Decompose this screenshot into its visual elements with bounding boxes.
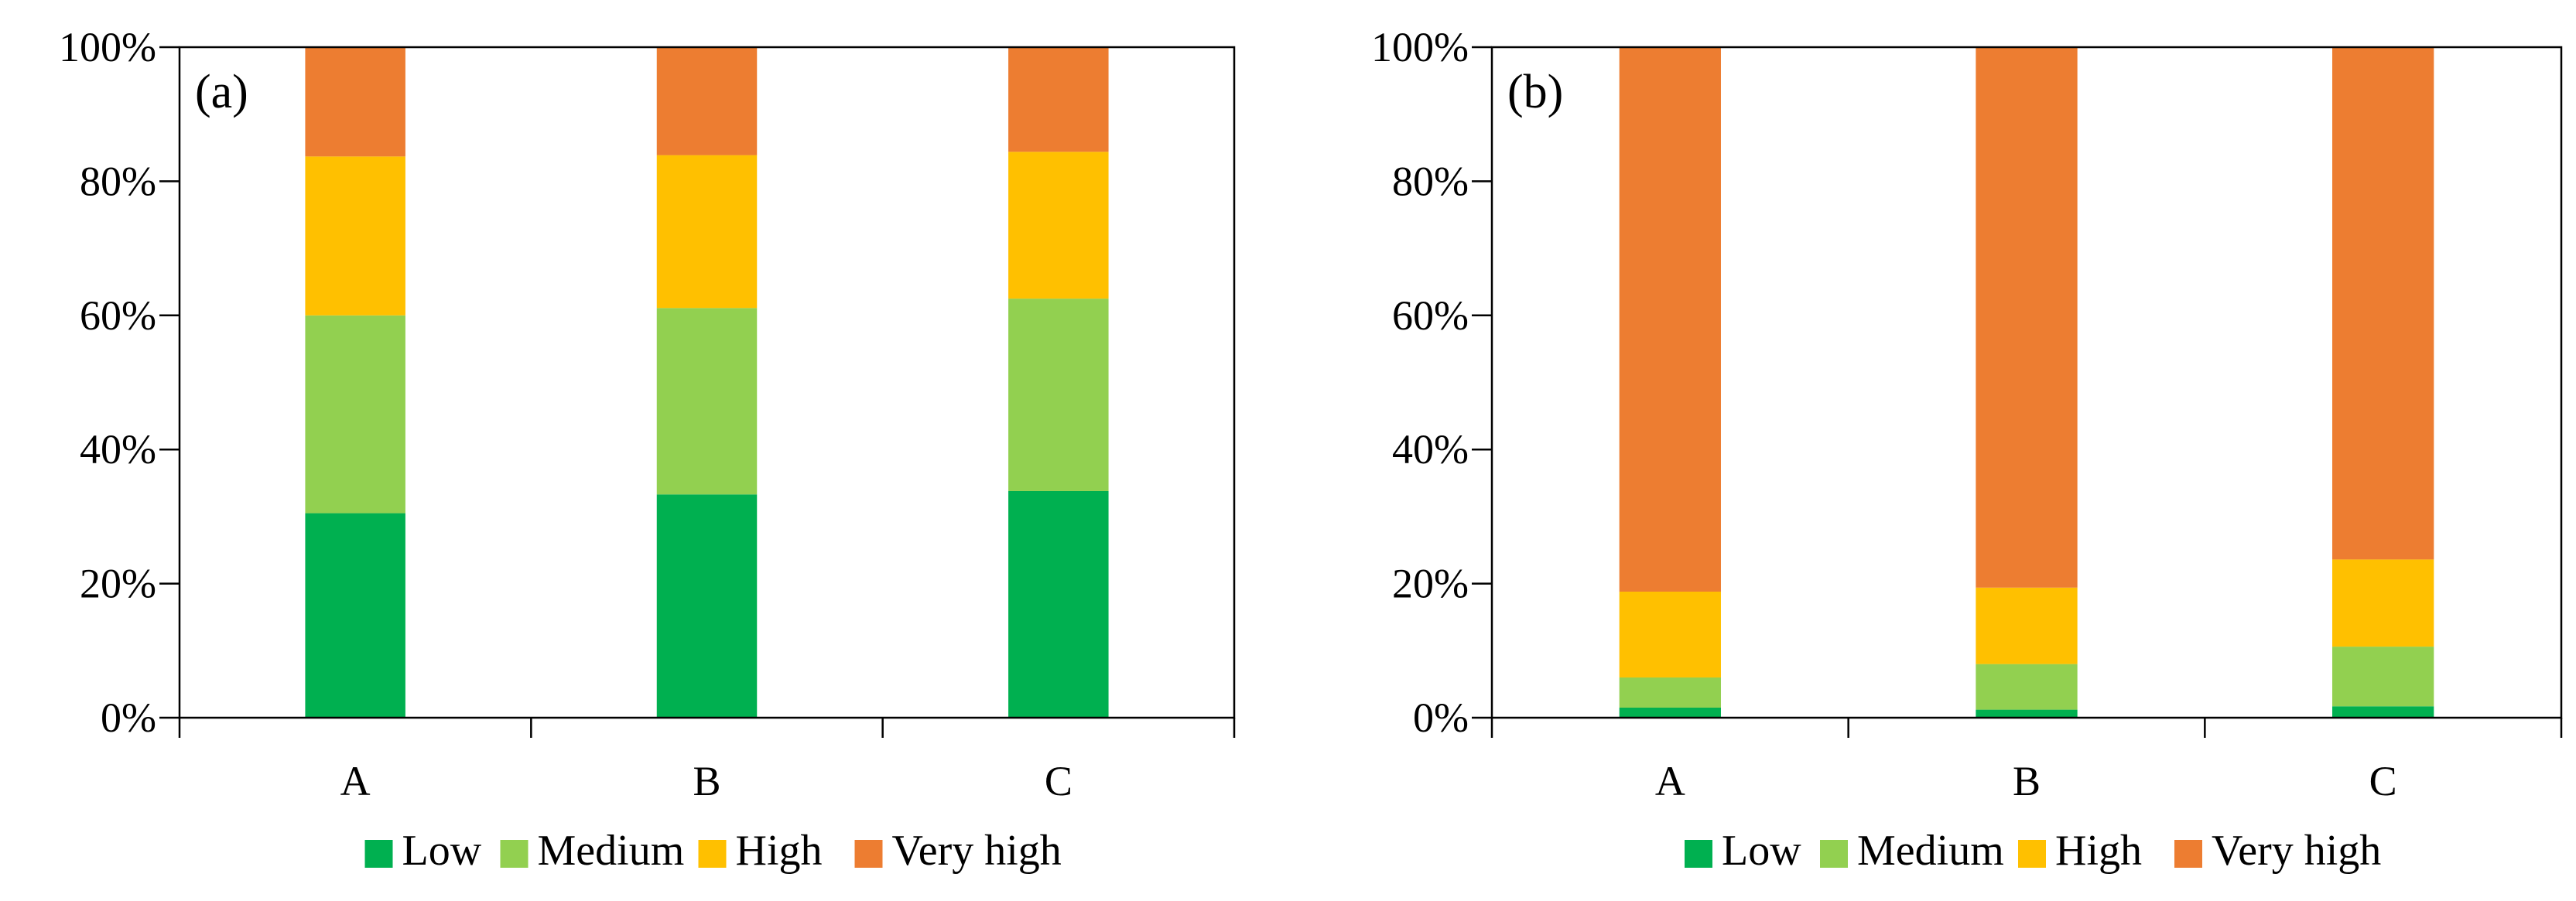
bar-b-medium (1976, 664, 2078, 710)
y-tick-label: 80% (80, 158, 156, 204)
bar-a-low (1619, 708, 1721, 718)
legend: Low Medium High Very high (364, 827, 1062, 875)
legend-swatch-medium (1820, 840, 1848, 868)
y-tick-label: 0% (1413, 695, 1469, 741)
y-tick-label: 60% (80, 292, 156, 339)
legend-swatch-very-high (2174, 840, 2202, 868)
legend-item-low: Low (364, 827, 482, 875)
bar-c-low (1008, 490, 1109, 718)
bar-c-medium (2332, 647, 2434, 707)
legend-label-very-high: Very high (892, 827, 1062, 875)
bar-c-high (2332, 559, 2434, 647)
x-tick-label-c: C (1045, 758, 1072, 804)
bar-b-high (656, 155, 758, 309)
y-tick-label: 0% (101, 695, 156, 741)
panel-label: (b) (1507, 66, 1563, 118)
plot-frame (1490, 46, 2563, 719)
x-tick-label-a: A (340, 758, 371, 804)
legend-label-medium: Medium (1857, 827, 2004, 875)
bar-b-high (1976, 587, 2078, 664)
y-tick-label: 100% (59, 24, 156, 70)
bar-b-low (1976, 709, 2078, 718)
bar-b-very-high (656, 47, 758, 155)
legend-swatch-high (698, 840, 727, 868)
y-tick-label: 40% (1392, 426, 1469, 473)
bar-a-high (305, 156, 405, 316)
bar-b-medium (656, 308, 758, 495)
legend-item-low: Low (1685, 827, 1801, 875)
plot-frame (178, 46, 1236, 719)
legend-swatch-high (2018, 840, 2046, 868)
legend-item-medium: Medium (1820, 827, 2004, 875)
x-tick-label-c: C (2369, 758, 2397, 804)
bar-c-medium (1008, 299, 1109, 491)
y-tick-label: 20% (1392, 561, 1469, 607)
legend-label-low: Low (1722, 827, 1801, 875)
legend-swatch-low (1685, 840, 1712, 868)
legend-label-high: High (2055, 827, 2142, 875)
legend-swatch-medium (500, 840, 529, 868)
bar-b-very-high (1976, 47, 2078, 588)
bar-b-low (656, 494, 758, 718)
chart-panel-a: 0% 20% 40% 60% 80% 100% A B C (a) Low Medium High Ver… (59, 24, 1236, 875)
bar-c-very-high (2332, 47, 2434, 560)
bar-a-very-high (1619, 47, 1721, 592)
legend-item-medium: Medium (500, 827, 685, 875)
bar-a-low (305, 513, 405, 718)
bar-a-medium (1619, 677, 1721, 708)
legend-label-low: Low (402, 827, 482, 875)
legend-label-medium: Medium (538, 827, 685, 875)
legend-item-very-high: Very high (2174, 827, 2381, 875)
legend-swatch-low (364, 840, 393, 868)
x-tick-label-b: B (2013, 758, 2041, 804)
legend-item-very-high: Very high (854, 827, 1062, 875)
legend-item-high: High (698, 827, 823, 875)
bar-a-very-high (305, 47, 405, 157)
legend-item-high: High (2018, 827, 2142, 875)
y-tick-label: 80% (1392, 158, 1469, 204)
legend-swatch-very-high (854, 840, 883, 868)
bar-c-very-high (1008, 47, 1109, 152)
y-tick-label: 60% (1392, 292, 1469, 339)
y-tick-label: 40% (80, 426, 156, 473)
y-tick-label: 100% (1371, 24, 1469, 70)
chart-panel-b: 0% 20% 40% 60% 80% 100% A B C (b) Low Medium High Ver… (1371, 24, 2563, 875)
x-tick-label-b: B (693, 758, 720, 804)
x-tick-label-a: A (1655, 758, 1685, 804)
legend-label-high: High (736, 827, 823, 875)
bar-c-low (2332, 706, 2434, 718)
panel-label: (a) (195, 66, 248, 118)
bar-a-high (1619, 592, 1721, 677)
bar-a-medium (305, 315, 405, 514)
legend: Low Medium High Very high (1685, 827, 2381, 875)
bar-c-high (1008, 152, 1109, 299)
legend-label-very-high: Very high (2212, 827, 2381, 875)
y-tick-label: 20% (80, 561, 156, 607)
